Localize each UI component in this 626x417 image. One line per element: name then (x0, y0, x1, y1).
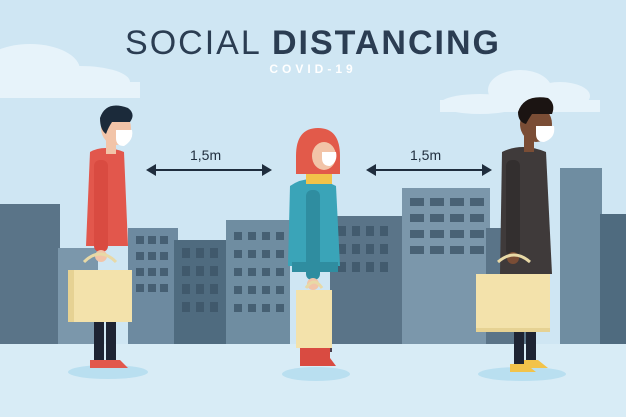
title-bold: DISTANCING (271, 24, 501, 62)
subtitle: COVID-19 (269, 62, 357, 76)
distance-label-left: 1,5m (190, 147, 222, 163)
cloud-right (440, 70, 600, 114)
person-middle (288, 128, 340, 366)
cloud-left (0, 44, 140, 98)
person-left (68, 105, 133, 368)
title-light: SOCIAL (125, 24, 272, 62)
distance-arrow-right (366, 164, 492, 176)
shadows (68, 365, 566, 381)
distance-arrow-left (146, 164, 272, 176)
distance-label-right: 1,5m (410, 147, 442, 163)
page-title: SOCIAL DISTANCING (0, 24, 626, 63)
person-right (476, 97, 555, 372)
